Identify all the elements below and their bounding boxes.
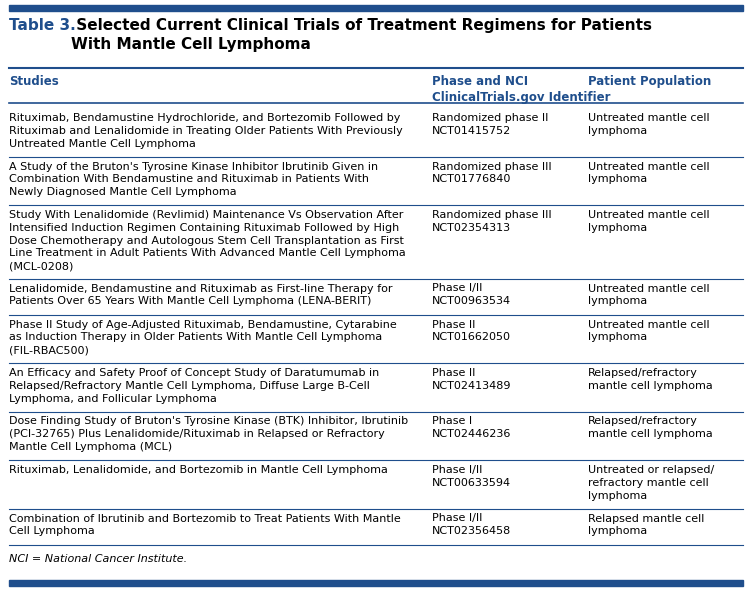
Text: Untreated or relapsed/
refractory mantle cell
lymphoma: Untreated or relapsed/ refractory mantle… bbox=[588, 465, 714, 500]
Text: Table 3.: Table 3. bbox=[9, 18, 76, 33]
Text: Phase II Study of Age-Adjusted Rituximab, Bendamustine, Cytarabine
as Induction : Phase II Study of Age-Adjusted Rituximab… bbox=[9, 320, 397, 355]
Bar bbox=[9, 580, 743, 586]
Text: Phase II
NCT02413489: Phase II NCT02413489 bbox=[432, 368, 511, 391]
Text: Relapsed/refractory
mantle cell lymphoma: Relapsed/refractory mantle cell lymphoma bbox=[588, 417, 713, 440]
Text: Rituximab, Bendamustine Hydrochloride, and Bortezomib Followed by
Rituximab and : Rituximab, Bendamustine Hydrochloride, a… bbox=[9, 113, 403, 149]
Text: An Efficacy and Safety Proof of Concept Study of Daratumumab in
Relapsed/Refract: An Efficacy and Safety Proof of Concept … bbox=[9, 368, 379, 404]
Text: Patient Population: Patient Population bbox=[588, 75, 711, 88]
Text: Phase II
NCT01662050: Phase II NCT01662050 bbox=[432, 320, 511, 342]
Text: Relapsed mantle cell
lymphoma: Relapsed mantle cell lymphoma bbox=[588, 513, 705, 536]
Text: Untreated mantle cell
lymphoma: Untreated mantle cell lymphoma bbox=[588, 320, 710, 342]
Bar bbox=[9, 5, 743, 11]
Text: Randomized phase II
NCT01415752: Randomized phase II NCT01415752 bbox=[432, 113, 548, 136]
Text: Selected Current Clinical Trials of Treatment Regimens for Patients
With Mantle : Selected Current Clinical Trials of Trea… bbox=[71, 18, 652, 52]
Text: Phase I
NCT02446236: Phase I NCT02446236 bbox=[432, 417, 511, 440]
Text: Phase I/II
NCT02356458: Phase I/II NCT02356458 bbox=[432, 513, 511, 536]
Text: Untreated mantle cell
lymphoma: Untreated mantle cell lymphoma bbox=[588, 113, 710, 136]
Text: Phase I/II
NCT00633594: Phase I/II NCT00633594 bbox=[432, 465, 511, 488]
Text: Phase and NCI
ClinicalTrials.gov Identifier: Phase and NCI ClinicalTrials.gov Identif… bbox=[432, 75, 611, 104]
Text: Studies: Studies bbox=[9, 75, 59, 88]
Text: Study With Lenalidomide (Revlimid) Maintenance Vs Observation After
Intensified : Study With Lenalidomide (Revlimid) Maint… bbox=[9, 210, 406, 271]
Text: Untreated mantle cell
lymphoma: Untreated mantle cell lymphoma bbox=[588, 162, 710, 184]
Text: Dose Finding Study of Bruton's Tyrosine Kinase (BTK) Inhibitor, Ibrutinib
(PCI-3: Dose Finding Study of Bruton's Tyrosine … bbox=[9, 417, 408, 452]
Text: A Study of the Bruton's Tyrosine Kinase Inhibitor Ibrutinib Given in
Combination: A Study of the Bruton's Tyrosine Kinase … bbox=[9, 162, 378, 197]
Text: Untreated mantle cell
lymphoma: Untreated mantle cell lymphoma bbox=[588, 284, 710, 306]
Text: Randomized phase III
NCT02354313: Randomized phase III NCT02354313 bbox=[432, 210, 552, 233]
Text: Phase I/II
NCT00963534: Phase I/II NCT00963534 bbox=[432, 284, 511, 306]
Text: NCI = National Cancer Institute.: NCI = National Cancer Institute. bbox=[9, 555, 187, 565]
Text: Randomized phase III
NCT01776840: Randomized phase III NCT01776840 bbox=[432, 162, 552, 184]
Text: Untreated mantle cell
lymphoma: Untreated mantle cell lymphoma bbox=[588, 210, 710, 233]
Text: Lenalidomide, Bendamustine and Rituximab as First-line Therapy for
Patients Over: Lenalidomide, Bendamustine and Rituximab… bbox=[9, 284, 393, 306]
Text: Combination of Ibrutinib and Bortezomib to Treat Patients With Mantle
Cell Lymph: Combination of Ibrutinib and Bortezomib … bbox=[9, 513, 401, 536]
Text: Relapsed/refractory
mantle cell lymphoma: Relapsed/refractory mantle cell lymphoma bbox=[588, 368, 713, 391]
Text: Rituximab, Lenalidomide, and Bortezomib in Mantle Cell Lymphoma: Rituximab, Lenalidomide, and Bortezomib … bbox=[9, 465, 388, 475]
